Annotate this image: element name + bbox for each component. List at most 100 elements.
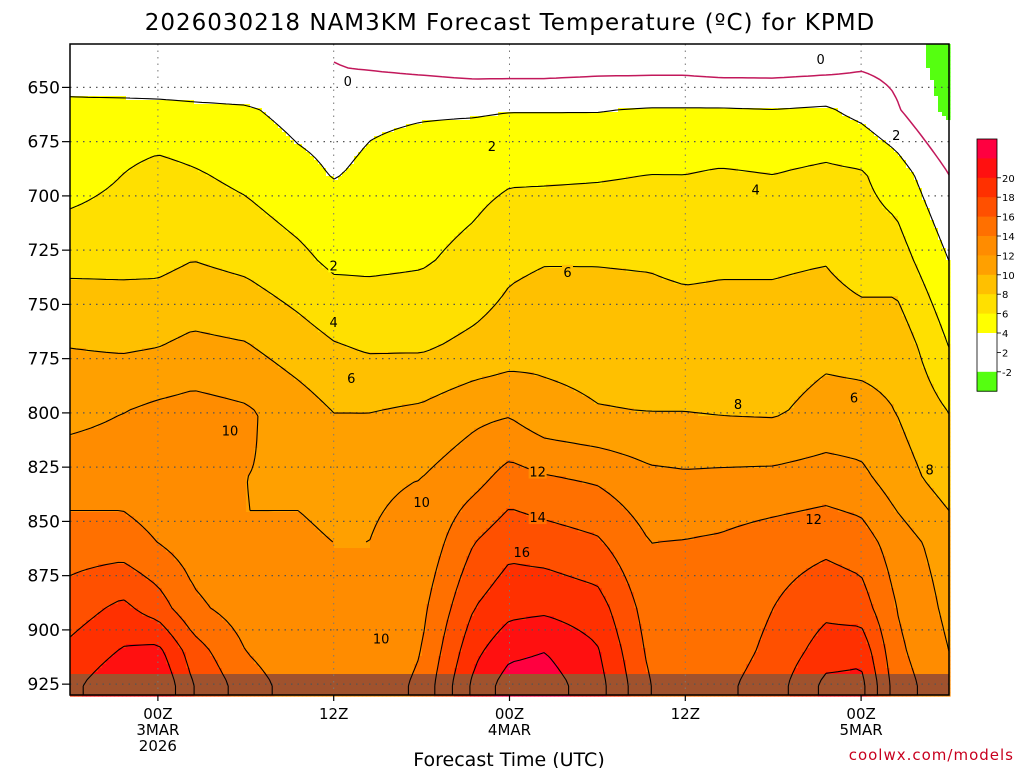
field-cell — [90, 540, 95, 545]
field-cell — [182, 196, 187, 201]
field-cell — [94, 376, 99, 381]
field-cell — [150, 620, 155, 625]
field-cell — [86, 212, 91, 217]
field-cell — [170, 412, 175, 417]
field-cell — [146, 584, 151, 589]
field-cell — [98, 376, 103, 381]
field-cell — [102, 240, 107, 245]
field-cell — [174, 104, 179, 109]
field-cell — [74, 160, 79, 165]
field-cell — [150, 284, 155, 289]
field-cell — [166, 648, 171, 653]
field-cell — [122, 352, 127, 357]
field-cell — [174, 580, 179, 585]
field-cell — [90, 552, 95, 557]
field-cell — [162, 564, 167, 569]
field-cell — [154, 188, 159, 193]
field-cell — [82, 296, 87, 301]
field-cell — [178, 656, 183, 661]
field-cell — [178, 152, 183, 157]
field-cell — [154, 92, 159, 97]
field-cell — [190, 224, 195, 229]
field-cell — [138, 68, 143, 73]
field-cell — [158, 416, 163, 421]
field-cell — [166, 152, 171, 157]
field-cell — [110, 660, 115, 665]
field-cell — [158, 108, 163, 113]
field-cell — [170, 212, 175, 217]
field-cell — [182, 612, 187, 617]
field-cell — [110, 164, 115, 169]
field-cell — [78, 488, 83, 493]
field-cell — [126, 52, 131, 57]
field-cell — [70, 504, 75, 509]
field-cell — [150, 516, 155, 521]
field-cell — [162, 72, 167, 77]
field-cell — [118, 552, 123, 557]
field-cell — [134, 524, 139, 529]
field-cell — [110, 400, 115, 405]
field-cell — [170, 420, 175, 425]
field-cell — [102, 632, 107, 637]
field-cell — [186, 460, 191, 465]
field-cell — [158, 140, 163, 145]
field-cell — [166, 572, 171, 577]
field-cell — [90, 68, 95, 73]
field-cell — [130, 432, 135, 437]
field-cell — [122, 480, 127, 485]
field-cell — [86, 664, 91, 669]
field-cell — [138, 636, 143, 641]
field-cell — [162, 232, 167, 237]
field-cell — [146, 232, 151, 237]
field-cell — [114, 392, 119, 397]
field-cell — [134, 492, 139, 497]
field-cell — [162, 272, 167, 277]
field-cell — [86, 260, 91, 265]
field-cell — [170, 188, 175, 193]
field-cell — [122, 176, 127, 181]
field-cell — [70, 496, 75, 501]
field-cell — [122, 236, 127, 241]
field-cell — [146, 324, 151, 329]
field-cell — [134, 640, 139, 645]
field-cell — [98, 132, 103, 137]
field-cell — [130, 80, 135, 85]
field-cell — [150, 236, 155, 241]
field-cell — [118, 456, 123, 461]
field-cell — [126, 156, 131, 161]
field-cell — [126, 596, 131, 601]
field-cell — [154, 564, 159, 569]
field-cell — [138, 480, 143, 485]
field-cell — [138, 320, 143, 325]
field-cell — [162, 540, 167, 545]
field-cell — [170, 496, 175, 501]
field-cell — [114, 512, 119, 517]
field-cell — [170, 500, 175, 505]
field-cell — [74, 380, 79, 385]
field-cell — [130, 252, 135, 257]
field-cell — [90, 604, 95, 609]
field-cell — [90, 544, 95, 549]
field-cell — [82, 540, 87, 545]
field-cell — [86, 300, 91, 305]
field-cell — [106, 616, 111, 621]
field-cell — [122, 172, 127, 177]
field-cell — [170, 448, 175, 453]
field-cell — [114, 536, 119, 541]
field-cell — [142, 88, 147, 93]
field-cell — [170, 64, 175, 69]
field-cell — [94, 500, 99, 505]
field-cell — [158, 572, 163, 577]
field-cell — [74, 180, 79, 185]
field-cell — [114, 88, 119, 93]
field-cell — [94, 392, 99, 397]
field-cell — [86, 192, 91, 197]
field-cell — [130, 112, 135, 117]
field-cell — [158, 580, 163, 585]
field-cell — [126, 632, 131, 637]
field-cell — [146, 424, 151, 429]
field-cell — [174, 76, 179, 81]
field-cell — [110, 76, 115, 81]
field-cell — [158, 200, 163, 205]
